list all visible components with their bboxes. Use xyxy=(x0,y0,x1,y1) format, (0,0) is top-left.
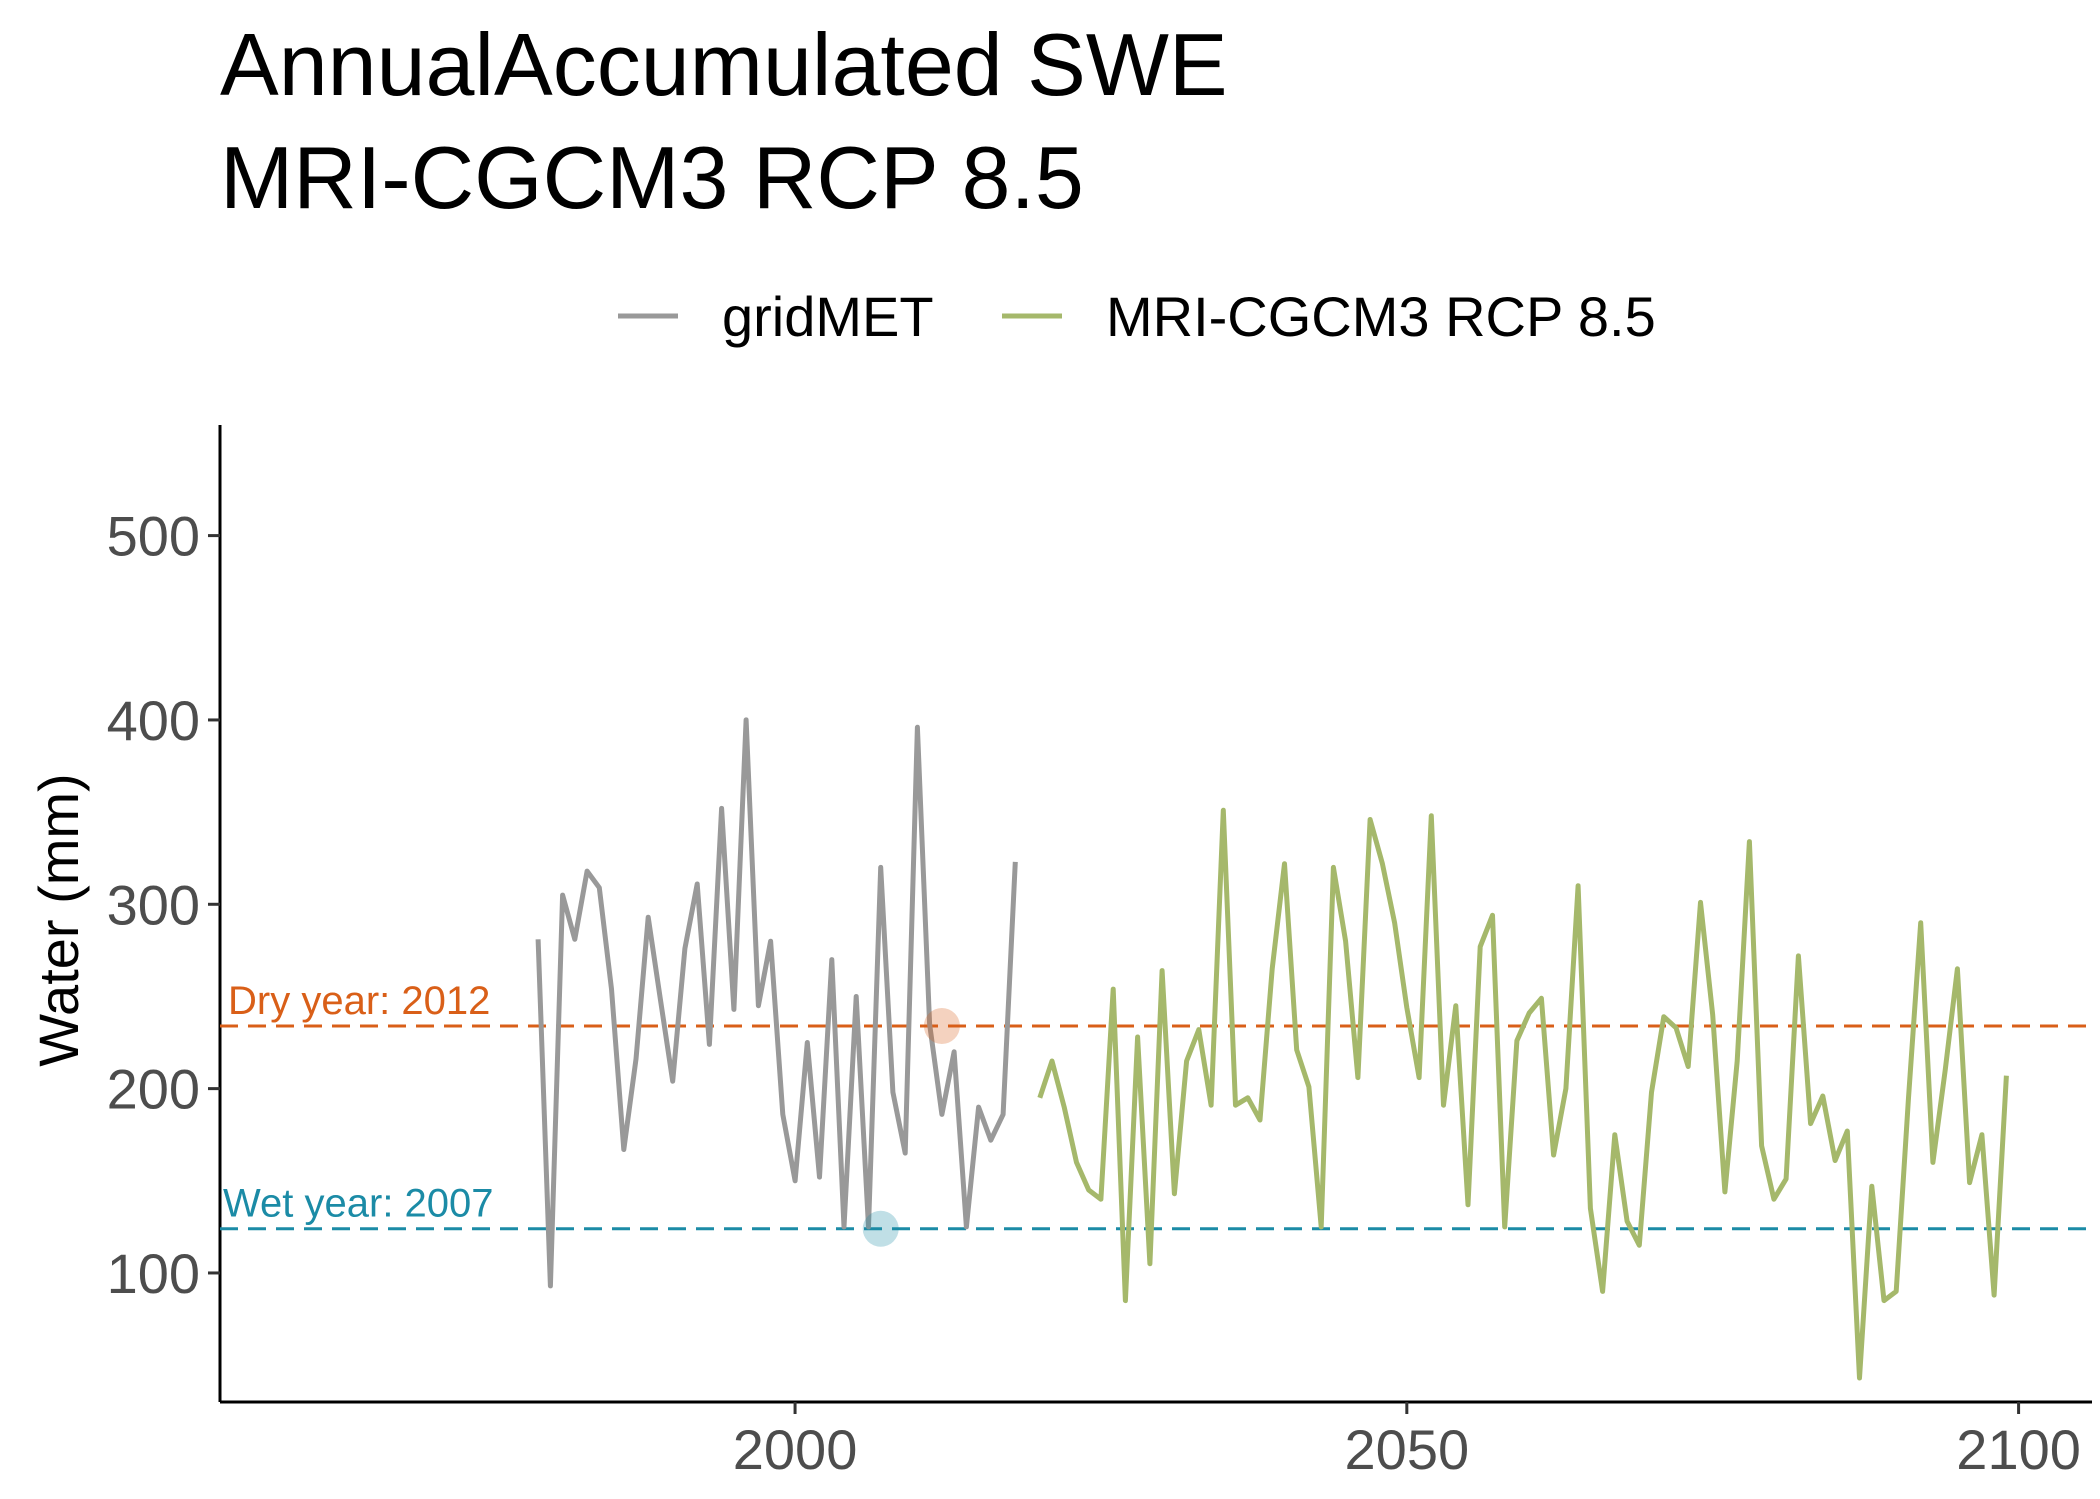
y-tick-label: 300 xyxy=(107,873,200,936)
reference-line-label: Dry year: 2012 xyxy=(228,979,490,1023)
chart-subtitle: MRI-CGCM3 RCP 8.5 xyxy=(220,128,1084,227)
chart-title: AnnualAccumulated SWE xyxy=(220,15,1228,114)
legend-label-mri-cgcm3: MRI-CGCM3 RCP 8.5 xyxy=(1106,285,1656,348)
legend-label-gridmet: gridMET xyxy=(722,285,934,348)
series-line-gridmet xyxy=(535,717,1018,1289)
series-line-mri-cgcm3 xyxy=(1037,807,2009,1381)
y-tick-label: 500 xyxy=(107,505,200,568)
highlight-point xyxy=(862,1210,899,1247)
highlight-point xyxy=(923,1007,960,1044)
reference-line-label: Wet year: 2007 xyxy=(223,1182,494,1226)
legend: gridMET MRI-CGCM3 RCP 8.5 xyxy=(618,285,1656,348)
x-tick-label: 2050 xyxy=(1345,1418,1470,1481)
y-tick-label: 200 xyxy=(107,1058,200,1121)
y-tick-label: 100 xyxy=(107,1242,200,1305)
plot-area: 100 200 300 400 500 2000 2050 2100 Dry year: 201… xyxy=(107,425,2092,1481)
y-axis-title: Water (mm) xyxy=(27,773,90,1066)
x-tick-label: 2000 xyxy=(733,1418,858,1481)
y-tick-label: 400 xyxy=(107,689,200,752)
x-tick-label: 2100 xyxy=(1956,1418,2081,1481)
